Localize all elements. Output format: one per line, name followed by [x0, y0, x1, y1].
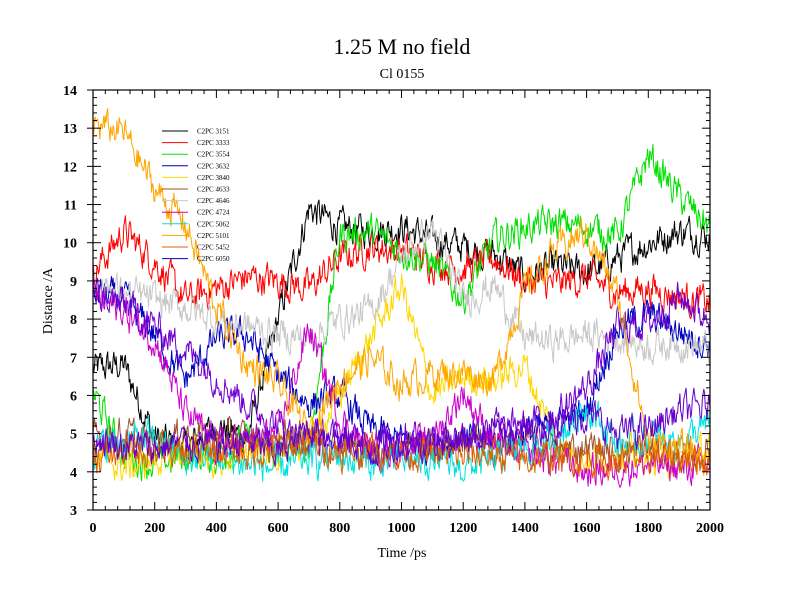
x-tick-label: 1600 — [573, 521, 601, 536]
series-line-c2pc-4646 — [92, 218, 711, 366]
series-line-c2pc-5101 — [92, 108, 711, 476]
y-tick-label: 4 — [70, 466, 77, 481]
legend-label: C2PC 3554 — [197, 151, 230, 159]
legend-label: C2PC 6050 — [197, 255, 230, 263]
series-line-c2pc-5452 — [92, 427, 711, 481]
y-axis-label: Distance /A — [41, 267, 56, 334]
x-tick-label: 2000 — [696, 521, 724, 536]
x-tick-label: 600 — [268, 521, 289, 536]
legend-label: C2PC 4633 — [197, 186, 230, 194]
y-tick-label: 10 — [63, 237, 77, 252]
x-tick-label: 1400 — [511, 521, 539, 536]
y-tick-label: 8 — [70, 313, 77, 328]
chart-subtitle: Cl 0155 — [380, 67, 425, 82]
legend-label: C2PC 5062 — [197, 220, 230, 228]
legend-label: C2PC 4646 — [197, 197, 230, 205]
x-tick-label: 800 — [329, 521, 350, 536]
y-tick-label: 9 — [70, 275, 77, 290]
y-tick-label: 5 — [70, 428, 77, 443]
x-tick-label: 1200 — [449, 521, 477, 536]
legend: C2PC 3151 C2PC 3333 C2PC 3554 C2PC 3632 C2PC… — [162, 128, 230, 263]
y-tick-label: 6 — [70, 389, 77, 404]
x-tick-label: 400 — [206, 521, 227, 536]
x-axis-label: Time /ps — [378, 546, 427, 561]
y-tick-label: 12 — [63, 160, 77, 175]
x-tick-label: 1000 — [388, 521, 416, 536]
legend-label: C2PC 5452 — [197, 244, 230, 252]
chart-title: 1.25 M no field — [334, 34, 471, 59]
legend-label: C2PC 4724 — [197, 209, 230, 217]
series-line-c2pc-6050 — [92, 387, 711, 467]
legend-label: C2PC 3632 — [197, 162, 230, 170]
y-tick-label: 3 — [70, 504, 77, 519]
legend-label: C2PC 3840 — [197, 174, 230, 182]
series-line-c2pc-5062 — [92, 400, 711, 482]
series-line-c2pc-4724b — [92, 277, 711, 465]
x-tick-label: 0 — [90, 521, 97, 536]
series-line-c2pc-3151 — [92, 199, 711, 462]
x-tick-label: 200 — [144, 521, 165, 536]
axes-layer: 0 200 400 600 800 1000 1200 1400 1600 1800 2000 3 4 5… — [63, 84, 724, 536]
x-tick-label: 1800 — [634, 521, 662, 536]
y-tick-label: 14 — [63, 84, 77, 99]
legend-label: C2PC 3151 — [197, 128, 230, 136]
y-tick-label: 13 — [63, 122, 77, 137]
legend-label: C2PC 5101 — [197, 232, 230, 240]
legend-label: C2PC 3333 — [197, 139, 230, 147]
series-layer — [92, 108, 711, 488]
y-tick-label: 11 — [64, 199, 77, 214]
y-tick-label: 7 — [70, 351, 77, 366]
